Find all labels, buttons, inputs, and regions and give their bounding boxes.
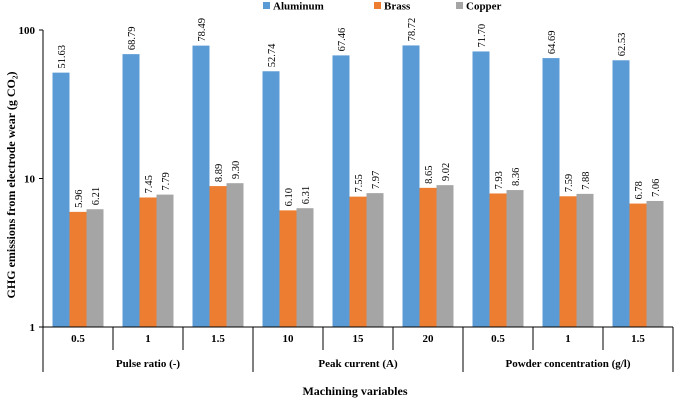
bar-brass bbox=[419, 187, 437, 327]
bar-aluminum bbox=[262, 71, 280, 327]
x-group-label: Powder concentration (g/l) bbox=[505, 358, 630, 370]
data-label-brass: 7.59 bbox=[564, 174, 575, 192]
data-label-aluminum: 67.46 bbox=[337, 28, 348, 52]
data-label-aluminum: 64.69 bbox=[547, 30, 558, 54]
data-label-aluminum: 71.70 bbox=[477, 24, 488, 48]
data-label-copper: 7.06 bbox=[651, 179, 662, 197]
bar-copper bbox=[506, 190, 524, 327]
x-axis-title: Machining variables bbox=[302, 384, 407, 398]
x-category-label: 1.5 bbox=[211, 333, 225, 345]
data-label-brass: 6.10 bbox=[284, 188, 295, 206]
bar-brass bbox=[139, 197, 157, 327]
data-label-copper: 7.88 bbox=[581, 171, 592, 189]
bar-brass bbox=[279, 210, 297, 327]
bar-brass bbox=[349, 196, 367, 327]
data-label-brass: 7.93 bbox=[494, 171, 505, 189]
x-category-label: 1.5 bbox=[631, 333, 645, 345]
x-category-label: 15 bbox=[353, 333, 365, 345]
data-label-copper: 7.97 bbox=[371, 171, 382, 189]
bar-brass bbox=[559, 196, 577, 327]
bar-aluminum bbox=[52, 72, 70, 327]
bar-brass bbox=[489, 193, 507, 327]
data-label-brass: 8.89 bbox=[214, 164, 225, 182]
legend-swatch-aluminum bbox=[263, 2, 270, 9]
data-label-copper: 9.02 bbox=[441, 163, 452, 181]
x-category-label: 0.5 bbox=[71, 333, 85, 345]
bar-copper bbox=[296, 208, 314, 327]
bar-aluminum bbox=[332, 55, 350, 327]
bar-copper bbox=[436, 185, 454, 327]
bar-copper bbox=[646, 200, 664, 327]
data-label-brass: 6.78 bbox=[634, 181, 645, 199]
data-label-copper: 9.30 bbox=[231, 161, 242, 179]
bar-aluminum bbox=[122, 54, 140, 327]
data-label-copper: 6.31 bbox=[301, 186, 312, 204]
bar-brass bbox=[629, 203, 647, 327]
data-label-brass: 7.45 bbox=[144, 175, 155, 193]
bar-copper bbox=[86, 209, 104, 327]
legend-label-brass: Brass bbox=[384, 1, 411, 13]
axes: 1 10 100 0.5 1 1.5 10 15 20 0.5 1 1.5 Pulse ratio (-… bbox=[19, 25, 674, 372]
bar-copper bbox=[576, 193, 594, 327]
data-label-brass: 8.65 bbox=[424, 165, 435, 183]
bar-aluminum bbox=[542, 58, 560, 327]
x-category-label: 1 bbox=[145, 333, 151, 345]
x-group-label: Pulse ratio (-) bbox=[116, 358, 180, 370]
data-label-aluminum: 78.49 bbox=[197, 18, 208, 42]
x-category-label: 20 bbox=[423, 333, 435, 345]
data-labels: 51.63 68.79 78.49 52.74 67.46 78.72 71.70 64.69… bbox=[57, 18, 662, 208]
x-category-label: 0.5 bbox=[491, 333, 505, 345]
bar-copper bbox=[366, 193, 384, 327]
data-label-aluminum: 68.79 bbox=[127, 27, 138, 51]
bar-aluminum bbox=[402, 45, 420, 327]
data-label-copper: 8.36 bbox=[511, 168, 522, 186]
data-label-brass: 7.55 bbox=[354, 174, 365, 192]
y-axis-title: GHG emissions from electrode wear (g CO₂… bbox=[4, 72, 18, 299]
data-label-aluminum: 78.72 bbox=[407, 18, 418, 42]
bar-brass bbox=[209, 186, 227, 327]
y-tick-label: 1 bbox=[30, 322, 36, 334]
data-label-aluminum: 62.53 bbox=[617, 33, 628, 57]
bar-copper bbox=[156, 194, 174, 327]
legend-swatch-copper bbox=[456, 2, 463, 9]
y-tick-label: 100 bbox=[19, 25, 36, 37]
x-group-label: Peak current (A) bbox=[318, 358, 398, 370]
bar-copper bbox=[226, 183, 244, 327]
legend: Aluminum Brass Copper bbox=[263, 1, 502, 13]
x-category-label: 1 bbox=[565, 333, 571, 345]
bar-aluminum bbox=[612, 60, 630, 327]
data-label-brass: 5.96 bbox=[74, 190, 85, 208]
bars bbox=[52, 45, 664, 328]
y-tick-label: 10 bbox=[24, 174, 36, 186]
bar-aluminum bbox=[192, 45, 210, 328]
data-label-aluminum: 52.74 bbox=[267, 43, 278, 67]
x-category-label: 10 bbox=[283, 333, 295, 345]
legend-swatch-brass bbox=[374, 2, 381, 9]
data-label-aluminum: 51.63 bbox=[57, 45, 68, 69]
data-label-copper: 7.79 bbox=[161, 172, 172, 190]
legend-label-aluminum: Aluminum bbox=[273, 1, 324, 13]
data-label-copper: 6.21 bbox=[91, 187, 102, 205]
legend-label-copper: Copper bbox=[466, 1, 502, 13]
bar-brass bbox=[69, 211, 87, 327]
bar-aluminum bbox=[472, 51, 490, 327]
